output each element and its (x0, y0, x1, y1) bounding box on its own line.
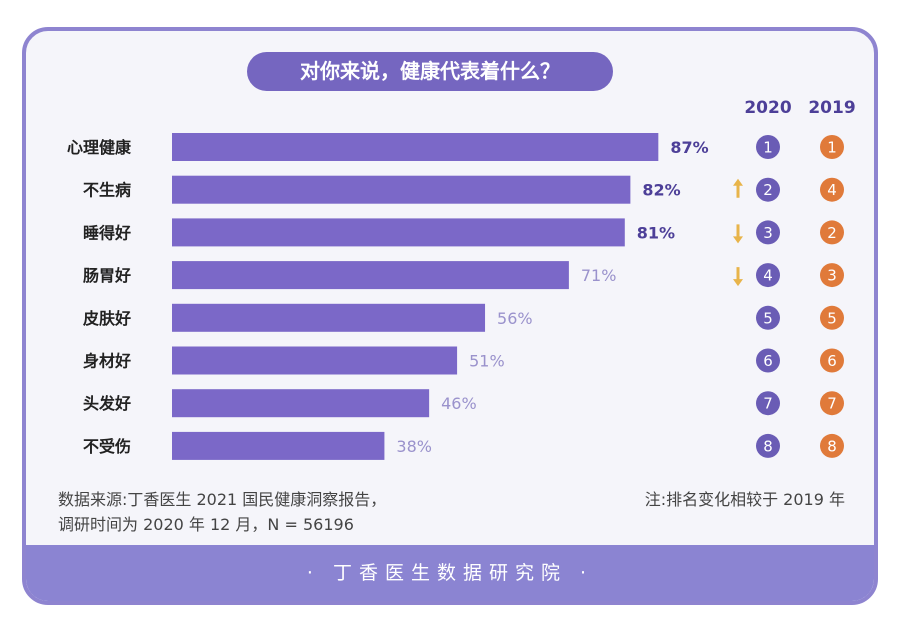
rank-2020-badge (756, 433, 780, 458)
rank-2019-badge (820, 348, 844, 373)
bar (172, 346, 458, 375)
arrow-up-icon (733, 178, 743, 198)
rank-2020-badge-number: 7 (763, 395, 773, 413)
bar (172, 218, 625, 247)
rank-2019-badge (820, 177, 844, 202)
rank-2020-badge-number: 3 (763, 224, 773, 242)
rank-2019-badge-number: 7 (827, 395, 837, 413)
rank-2020-badge-number: 4 (763, 267, 773, 285)
chart-card: · 丁香医生数据研究院 · (22, 27, 878, 605)
rank-2019-badge (820, 305, 844, 330)
bar (172, 175, 631, 204)
value-label: 87% (670, 138, 708, 157)
category-label: 不受伤 (83, 437, 131, 456)
value-label: 46% (441, 394, 477, 413)
value-label: 71% (581, 266, 617, 285)
rank-2019-badge-number: 4 (827, 181, 837, 199)
ranking-note: 注:排名变化相较于 2019 年 (644, 490, 845, 509)
rank-2019-badge-number: 2 (827, 224, 837, 242)
rank-2020-badge (756, 135, 780, 159)
rank-2020-badge-number: 1 (763, 139, 773, 157)
arrow-down-icon (733, 224, 743, 244)
bar (172, 261, 569, 290)
source-line-2: 调研时间为 2020 年 12 月，N = 56196 (58, 515, 354, 534)
rank-2019-badge (820, 135, 844, 159)
arrow-down-icon (733, 267, 743, 287)
category-label: 睡得好 (83, 223, 131, 242)
rank-2019-badge-number: 6 (827, 352, 837, 370)
rank-2020-badge (756, 177, 780, 202)
category-label: 心理健康 (67, 138, 132, 157)
value-label: 38% (396, 437, 432, 456)
category-label: 不生病 (83, 181, 131, 200)
rank-header-2020: 2020 (744, 98, 792, 118)
rank-2019-badge (820, 391, 844, 416)
rank-2020-badge-number: 6 (763, 352, 773, 370)
rank-2019-badge (820, 220, 844, 245)
rank-2020-badge (756, 263, 780, 288)
category-label: 头发好 (83, 394, 131, 413)
bar (172, 389, 430, 418)
chart-title: 对你来说，健康代表着什么？ (247, 52, 613, 91)
rank-2019-badge-number: 8 (827, 437, 837, 455)
value-label: 56% (497, 309, 533, 328)
value-label: 51% (469, 352, 505, 371)
rank-2020-badge (756, 348, 780, 373)
rank-2019-badge-number: 1 (827, 139, 837, 157)
rank-2020-badge (756, 220, 780, 245)
rank-header-2019: 2019 (808, 98, 856, 118)
rank-2019-badge-number: 5 (827, 309, 837, 327)
rank-2020-badge-number: 2 (763, 181, 773, 199)
value-label: 82% (642, 181, 680, 200)
category-label: 皮肤好 (82, 309, 131, 328)
footer-brand: · 丁香医生数据研究院 · (26, 545, 874, 601)
value-label: 81% (637, 223, 675, 242)
rank-2020-badge-number: 8 (763, 437, 773, 455)
rank-2019-badge (820, 263, 844, 288)
source-line-1: 数据来源:丁香医生 2021 国民健康洞察报告， (58, 490, 387, 509)
rank-2019-badge-number: 3 (827, 267, 837, 285)
rank-2020-badge-number: 5 (763, 309, 773, 327)
rank-2019-badge (820, 433, 844, 458)
category-label: 肠胃好 (83, 266, 131, 285)
bar (172, 431, 385, 460)
rank-2020-badge (756, 305, 780, 330)
bar (172, 303, 486, 332)
category-label: 身材好 (83, 352, 131, 371)
rank-2020-badge (756, 391, 780, 416)
bar (172, 133, 659, 161)
